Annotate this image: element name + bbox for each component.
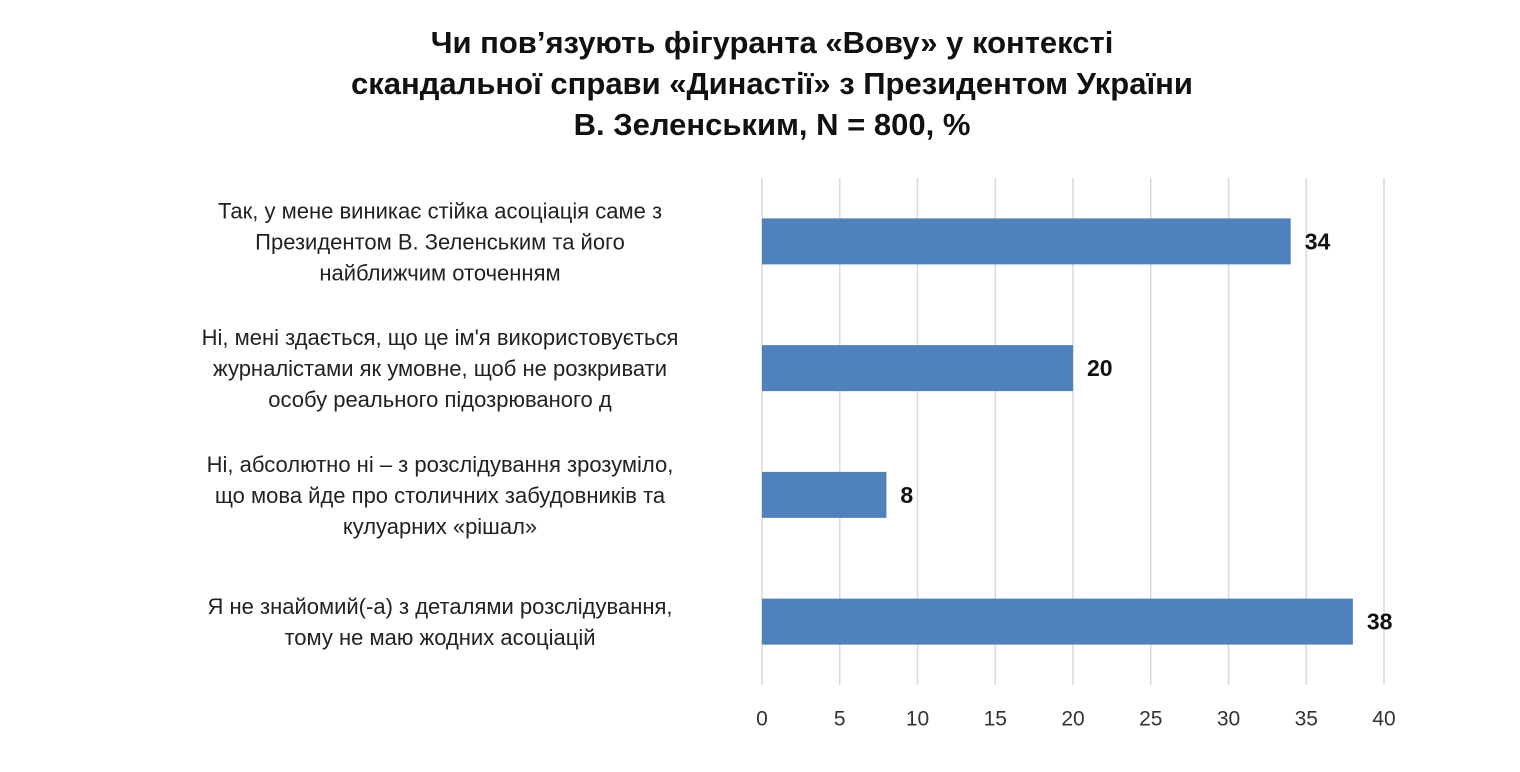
value-label: 38: [1367, 609, 1393, 635]
y-tick-label: Я не знайомий(-а) з деталями розслідуван…: [207, 594, 672, 650]
value-label: 8: [900, 482, 913, 508]
bar: [762, 471, 887, 518]
x-tick-label: 40: [1372, 708, 1395, 731]
value-label: 34: [1305, 228, 1331, 254]
x-tick-label: 10: [906, 708, 929, 731]
y-tick-label: Ні, абсолютно ні – з розслідування зрозу…: [207, 452, 674, 539]
x-tick-label: 25: [1139, 708, 1162, 731]
bar: [762, 218, 1291, 265]
x-tick-label: 35: [1295, 708, 1318, 731]
bar: [762, 598, 1353, 645]
x-tick-label: 20: [1061, 708, 1084, 731]
y-tick-label: Ні, мені здається, що це ім'я використов…: [202, 325, 679, 412]
value-label: 20: [1087, 355, 1113, 381]
x-tick-label: 0: [756, 708, 768, 731]
bar: [762, 345, 1073, 392]
chart-title: Чи пов’язують фігуранта «Вову» у контекс…: [351, 25, 1193, 142]
x-tick-label: 15: [984, 708, 1007, 731]
y-tick-label: Так, у мене виникає стійка асоціація сам…: [218, 198, 662, 285]
x-tick-label: 30: [1217, 708, 1240, 731]
x-tick-label: 5: [834, 708, 846, 731]
